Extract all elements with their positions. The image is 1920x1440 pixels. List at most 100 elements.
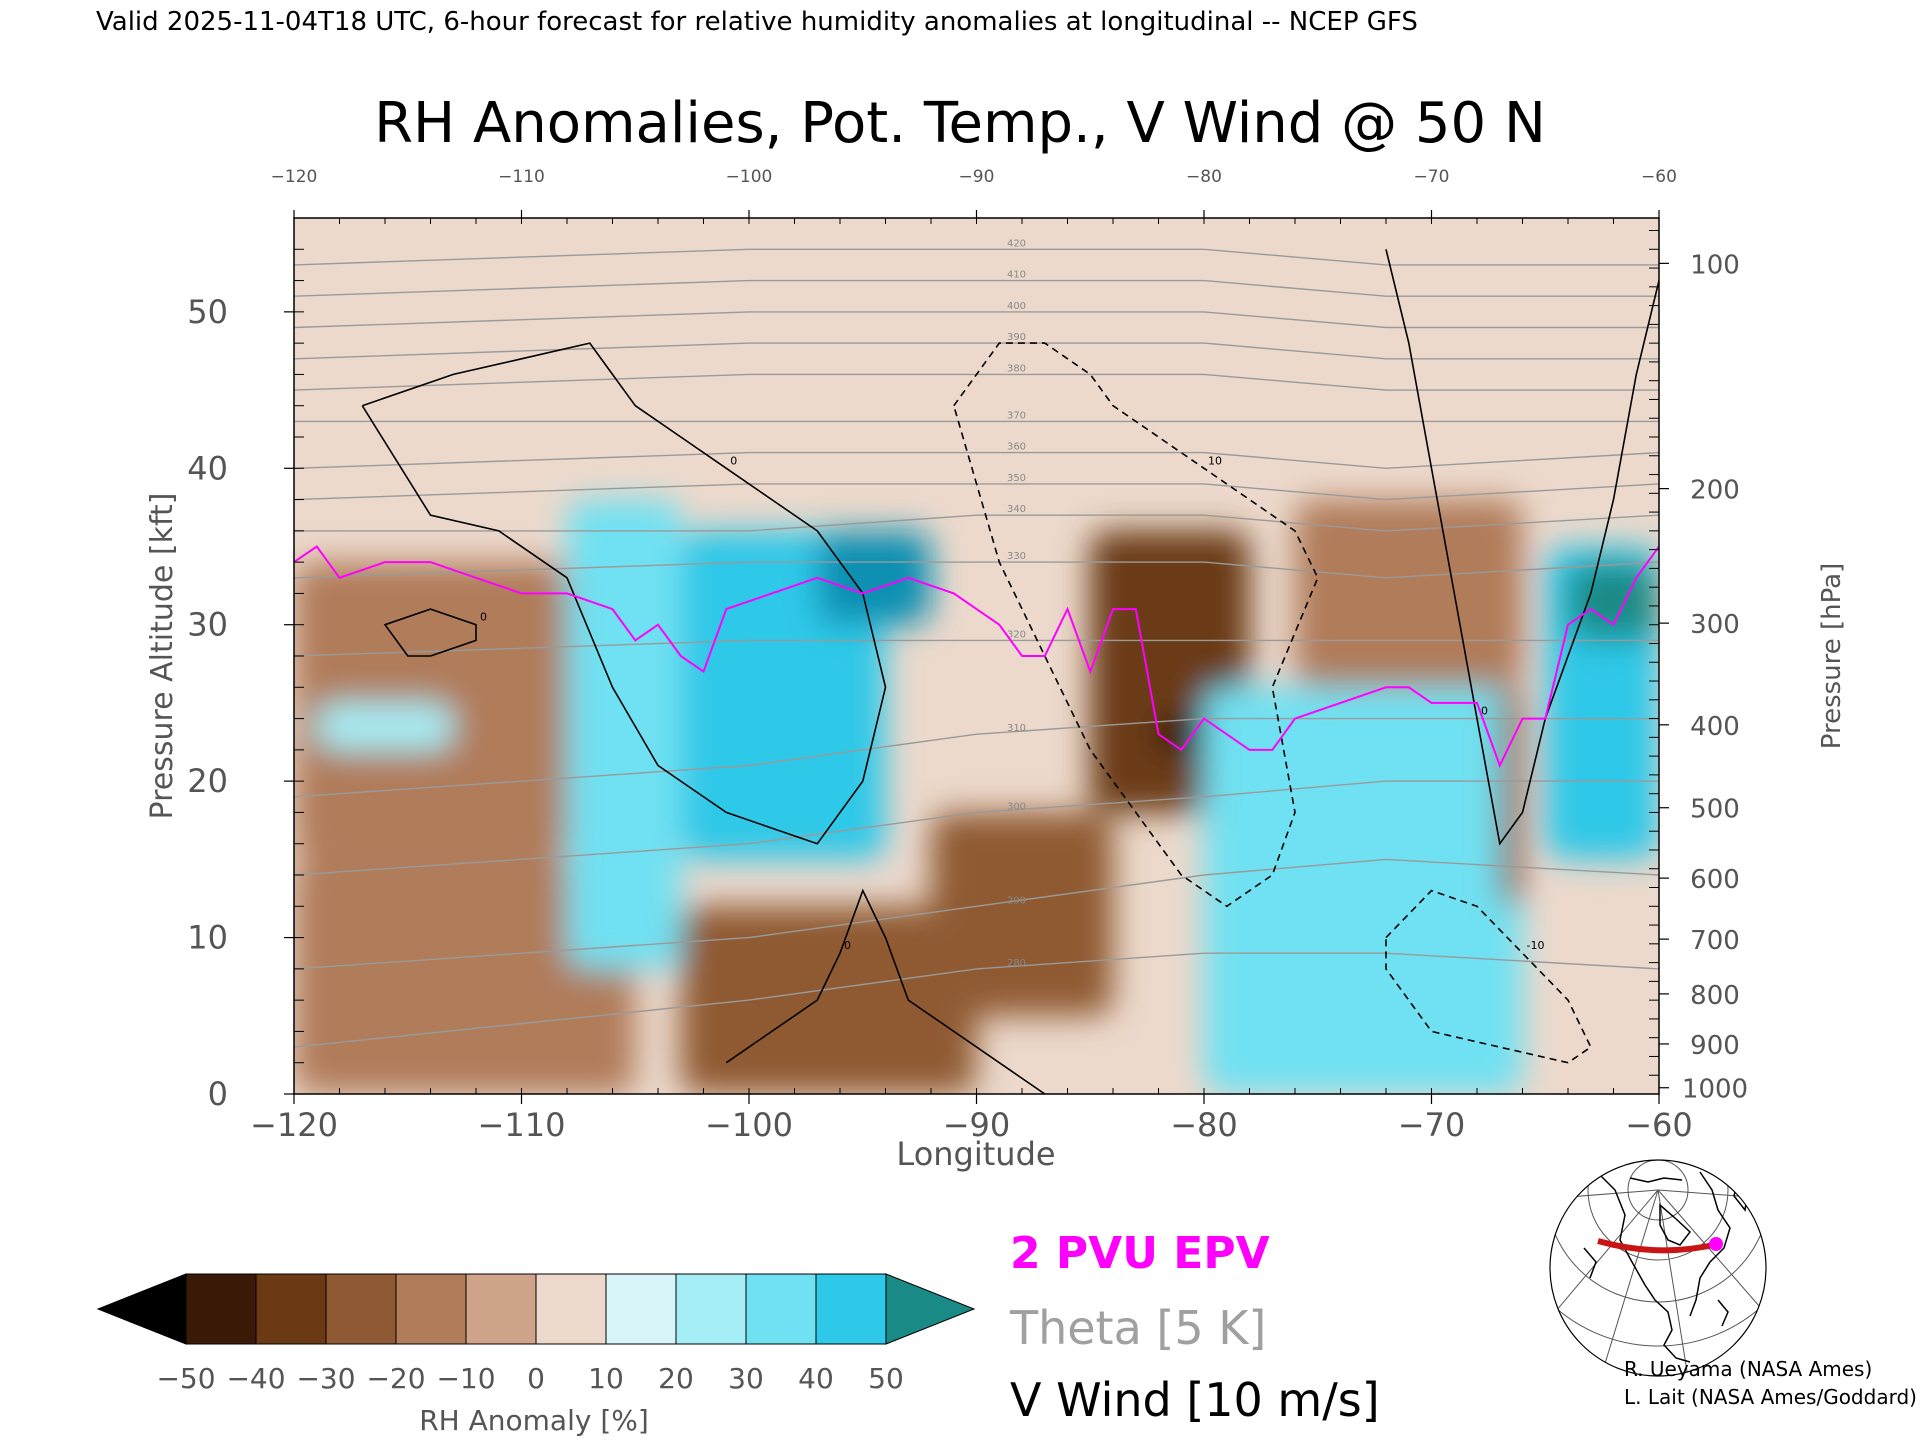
colorbar-segment-6	[605, 1273, 677, 1345]
v-wind-label-5: -10	[1527, 939, 1545, 952]
pressure-tick-label-1: 200	[1690, 476, 1740, 506]
colorbar-tick-label-5: 0	[527, 1362, 545, 1395]
y-tick-label-5: 50	[187, 293, 228, 331]
x-tick-label-4: −80	[1170, 1106, 1238, 1144]
theta-line-380	[294, 373, 1659, 391]
theta-line-330	[294, 561, 1659, 579]
colorbar-tick-label-10: 50	[868, 1362, 904, 1395]
pressure-tick-label-0: 100	[1690, 250, 1740, 280]
epv-2pvu-line	[294, 545, 1659, 769]
pressure-tick-label-9: 1000	[1682, 1075, 1748, 1105]
theta-label-370: 370	[1007, 410, 1026, 421]
theta-line-320	[294, 639, 1659, 657]
credit-line-1: R. Ueyama (NASA Ames)	[1624, 1357, 1872, 1381]
theta-label-350: 350	[1007, 473, 1026, 484]
rh-cell-10	[1204, 687, 1523, 1094]
section-line	[1597, 1238, 1719, 1254]
rh-cell-3	[567, 499, 681, 969]
v-wind-contours: 0 0 0 0 10 -10	[361, 249, 1659, 1094]
pressure-tick-label-7: 800	[1690, 981, 1740, 1011]
theta-label-380: 380	[1007, 363, 1026, 374]
rh-cell-9	[1158, 718, 1204, 750]
v-wind-label-0: 0	[730, 454, 737, 467]
theta-line-310	[294, 717, 1659, 798]
theta-line-290	[294, 858, 1659, 970]
x-tick-label-1: −110	[478, 1106, 566, 1144]
theta-line-420	[294, 248, 1659, 266]
v-wind-label-4: 10	[1208, 454, 1222, 467]
legend-theta: Theta [5 K]	[1009, 1301, 1266, 1355]
theta-line-400	[294, 311, 1659, 329]
colorbar-segment-1	[255, 1273, 327, 1345]
colorbar-segment-2	[325, 1273, 397, 1345]
y-tick-label-2: 20	[187, 762, 228, 800]
colorbar-segment-0	[185, 1273, 257, 1345]
theta-line-300	[294, 780, 1659, 876]
theta-label-400: 400	[1007, 301, 1026, 312]
theta-line-350	[294, 483, 1659, 501]
theta-label-390: 390	[1007, 332, 1026, 343]
v-wind-line-4	[953, 342, 1319, 908]
theta-line-280	[294, 952, 1659, 1048]
x-tick-label-top-2: −100	[726, 167, 773, 187]
pressure-tick-label-3: 400	[1690, 712, 1740, 742]
colorbar-high-extend	[885, 1273, 976, 1345]
x-tick-label-top-3: −90	[959, 167, 995, 187]
rh-cell-1	[316, 702, 454, 750]
colorbar: −50 −40 −30 −20 −10 0 10 20 30 40 50	[96, 1273, 976, 1395]
theta-label-290: 290	[1007, 895, 1026, 906]
pressure-tick-label-2: 300	[1690, 610, 1740, 640]
pressure-tick-label-5: 600	[1690, 865, 1740, 895]
y-tick-label-1: 10	[187, 919, 228, 957]
x-tick-label-top-1: −110	[498, 167, 545, 187]
rh-cell-7	[931, 812, 1113, 1016]
x-tick-label-6: −60	[1625, 1106, 1693, 1144]
theta-label-340: 340	[1007, 504, 1026, 515]
colorbar-segment-3	[395, 1273, 467, 1345]
v-wind-line-1	[383, 608, 477, 657]
rh-cell-5	[817, 530, 931, 625]
x-tick-label-top-6: −60	[1641, 167, 1677, 187]
colorbar-tick-label-9: 40	[798, 1362, 834, 1395]
globe-outline	[1549, 1159, 1767, 1377]
pressure-tick-label-6: 700	[1690, 926, 1740, 956]
section-endpoint-marker	[1709, 1237, 1723, 1251]
colorbar-segment-7	[675, 1273, 747, 1345]
colorbar-tick-label-3: −20	[366, 1362, 425, 1395]
theta-label-360: 360	[1007, 442, 1026, 453]
plot-area: 2802903003103203303403503603703803904004…	[187, 167, 1748, 1144]
x-axis-label: Longitude	[896, 1135, 1055, 1173]
legend-epv: 2 PVU EPV	[1010, 1228, 1270, 1279]
x-tick-label-top-0: −120	[271, 167, 318, 187]
theta-label-300: 300	[1007, 801, 1026, 812]
x-tick-label-top-4: −80	[1186, 167, 1222, 187]
pressure-tick-label-8: 900	[1690, 1031, 1740, 1061]
theta-line-390	[294, 342, 1659, 360]
colorbar-tick-label-4: −10	[436, 1362, 495, 1395]
colorbar-segment-8	[745, 1273, 817, 1345]
credit-line-2: L. Lait (NASA Ames/Goddard)	[1624, 1385, 1917, 1409]
y-tick-label-3: 30	[187, 606, 228, 644]
colorbar-tick-label-8: 30	[728, 1362, 764, 1395]
colorbar-tick-label-2: −30	[296, 1362, 355, 1395]
rh-cell-11	[1295, 499, 1523, 688]
v-wind-label-3: 0	[1481, 705, 1488, 718]
colorbar-segment-4	[465, 1273, 537, 1345]
colorbar-label: RH Anomaly [%]	[419, 1404, 649, 1437]
v-wind-line-5	[1385, 889, 1592, 1064]
rh-cell-2	[294, 859, 636, 1094]
x-tick-label-5: −70	[1398, 1106, 1466, 1144]
inset-map	[1549, 1159, 1767, 1377]
colorbar-tick-label-1: −40	[226, 1362, 285, 1395]
x-tick-label-3: −90	[943, 1106, 1011, 1144]
colorbar-low-extend	[96, 1273, 187, 1345]
x-tick-label-2: −100	[705, 1106, 793, 1144]
theta-label-320: 320	[1007, 629, 1026, 640]
y-axis-label-left: Pressure Altitude [kft]	[145, 493, 180, 820]
colorbar-tick-label-0: −50	[156, 1362, 215, 1395]
legend-vwind: V Wind [10 m/s]	[1010, 1373, 1380, 1427]
legend: 2 PVU EPV Theta [5 K] V Wind [10 m/s]	[1009, 1228, 1380, 1427]
valid-line: Valid 2025-11-04T18 UTC, 6-hour forecast…	[96, 7, 1418, 37]
chart-title: RH Anomalies, Pot. Temp., V Wind @ 50 N	[374, 91, 1546, 156]
